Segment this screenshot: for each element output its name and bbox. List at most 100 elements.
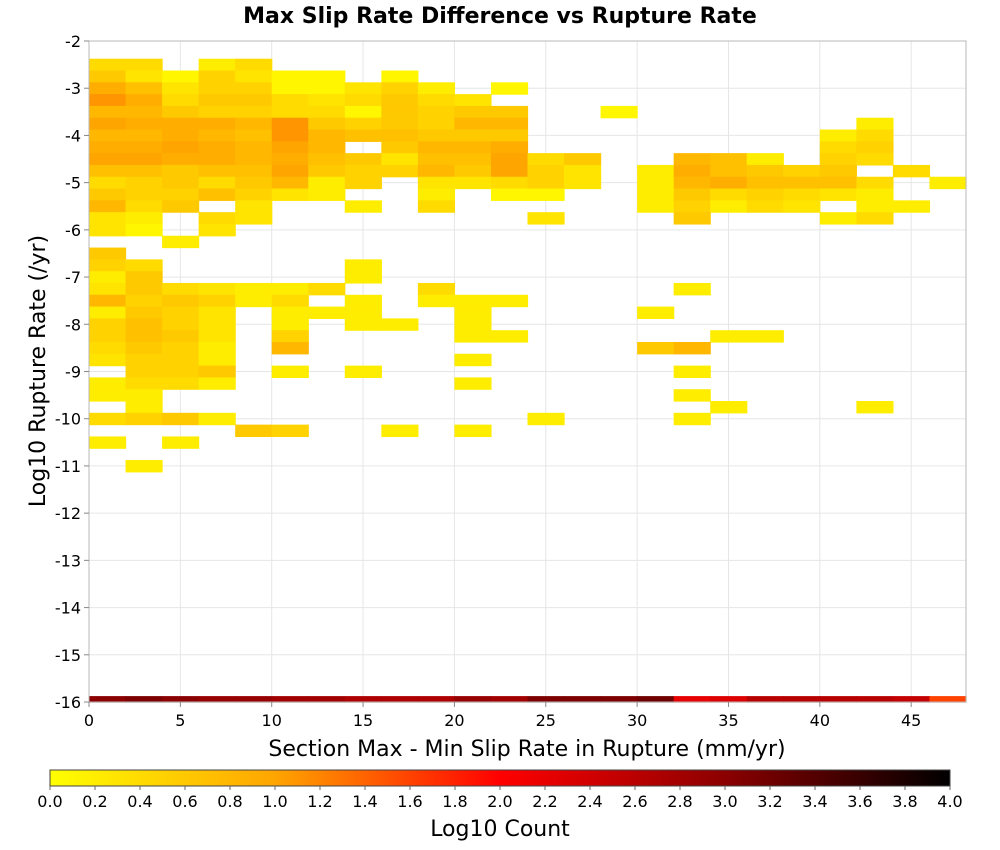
heatmap-cell-142 <box>710 176 748 190</box>
heatmap-cell-296 <box>527 696 565 703</box>
heatmap-cell-233 <box>89 330 127 343</box>
heatmap-cell-45 <box>490 105 529 119</box>
heatmap-cell-201 <box>235 282 273 296</box>
heatmap-cell-245 <box>198 341 236 355</box>
heatmap-cell-15 <box>198 82 236 95</box>
heatmap-cell-281 <box>89 436 127 449</box>
heatmap-cell-207 <box>125 294 163 308</box>
heatmap-cell-41 <box>344 105 382 119</box>
heatmap-cell-94 <box>344 153 382 166</box>
heatmap-cell-62 <box>162 129 200 142</box>
heatmap-cell-235 <box>162 330 200 343</box>
heatmap-cell-156 <box>490 188 529 201</box>
heatmap-cell-166 <box>125 200 163 213</box>
heatmap-cell-150 <box>162 188 200 201</box>
heatmap-cell-240 <box>710 330 748 343</box>
colorbar-tick-label-13: 2.6 <box>622 792 647 811</box>
heatmap-cell-37 <box>198 105 236 119</box>
heatmap-cell-289 <box>271 696 309 703</box>
heatmap-cell-86 <box>856 141 894 154</box>
colorbar-tick-label-18: 3.6 <box>847 792 872 811</box>
heatmap-cell-91 <box>235 153 273 166</box>
colorbar-tick-label-9: 1.8 <box>442 792 467 811</box>
x-tick-label-6: 30 <box>627 711 647 730</box>
heatmap-cell-35 <box>125 105 163 119</box>
x-tick-label-1: 5 <box>175 711 185 730</box>
y-tick-label-10: -12 <box>55 504 81 523</box>
heatmap-cell-157 <box>527 188 565 201</box>
heatmap-cell-33 <box>454 94 492 107</box>
heatmap-cell-39 <box>271 105 309 119</box>
heatmap-cell-194 <box>89 271 127 284</box>
heatmap-cell-106 <box>89 164 127 178</box>
heatmap-cell-303 <box>783 696 821 703</box>
colorbar-tick-label-12: 2.4 <box>577 792 602 811</box>
heatmap-cell-153 <box>271 188 309 201</box>
heatmap-cell-195 <box>125 271 163 284</box>
y-tick-label-8: -10 <box>55 410 81 429</box>
heatmap-cell-73 <box>856 129 894 142</box>
heatmap-cell-266 <box>125 389 163 402</box>
y-tick-label-5: -7 <box>65 268 81 287</box>
heatmap-cell-116 <box>454 164 492 178</box>
heatmap-cell-209 <box>198 294 236 308</box>
heatmap-cell-43 <box>417 105 456 119</box>
heatmap-cells <box>89 58 967 703</box>
heatmap-cell-5 <box>125 70 163 83</box>
heatmap-cell-61 <box>125 129 163 142</box>
heatmap-cell-78 <box>235 141 273 154</box>
heatmap-cell-297 <box>564 696 602 703</box>
heatmap-cell-254 <box>125 365 163 378</box>
heatmap-cell-186 <box>89 223 127 237</box>
heatmap-cell-293 <box>417 696 456 703</box>
heatmap-cell-159 <box>673 188 711 201</box>
heatmap-cell-249 <box>89 353 127 367</box>
heatmap-cell-202 <box>271 282 309 296</box>
heatmap-cell-169 <box>344 200 382 213</box>
heatmap-cell-262 <box>162 377 200 390</box>
heatmap-cell-301 <box>710 696 748 703</box>
heatmap-cell-247 <box>637 341 675 355</box>
x-tick-label-0: 0 <box>84 711 94 730</box>
x-tick-label-9: 45 <box>901 711 921 730</box>
heatmap-cell-26 <box>198 94 236 107</box>
heatmap-cell-128 <box>125 176 163 190</box>
heatmap-cell-238 <box>454 330 492 343</box>
heatmap-cell-25 <box>162 94 200 107</box>
heatmap-cell-152 <box>235 188 273 201</box>
heatmap-cell-0 <box>89 58 127 72</box>
heatmap-cell-10 <box>308 70 346 83</box>
heatmap-cell-229 <box>271 318 309 331</box>
heatmap-cell-175 <box>783 200 821 213</box>
heatmap-cell-261 <box>125 377 163 390</box>
heatmap-cell-228 <box>198 318 236 331</box>
colorbar-tick-label-11: 2.2 <box>532 792 557 811</box>
heatmap-cell-203 <box>308 282 346 296</box>
heatmap-cell-14 <box>162 82 200 95</box>
heatmap-cell-48 <box>125 117 163 131</box>
heatmap-cell-306 <box>892 696 931 703</box>
heatmap-cell-11 <box>381 70 419 83</box>
heatmap-cell-148 <box>89 188 127 201</box>
heatmap-cell-260 <box>89 377 127 390</box>
heatmap-cell-57 <box>454 117 492 131</box>
heatmap-cell-84 <box>490 141 529 154</box>
heatmap-cell-284 <box>89 696 127 703</box>
heatmap-cell-134 <box>344 176 382 190</box>
heatmap-cell-271 <box>89 412 127 426</box>
heatmap-cell-178 <box>89 212 127 225</box>
heatmap-cell-252 <box>198 353 236 367</box>
heatmap-cell-122 <box>710 164 748 178</box>
heatmap-cell-198 <box>125 282 163 296</box>
heatmap-cell-215 <box>490 294 529 308</box>
y-tick-label-13: -15 <box>55 646 81 665</box>
heatmap-cell-38 <box>235 105 273 119</box>
heatmap-cell-283 <box>125 460 163 473</box>
heatmap-cell-110 <box>235 164 273 178</box>
heatmap-cell-12 <box>89 82 127 95</box>
heatmap-cell-117 <box>490 164 529 178</box>
heatmap-cell-88 <box>125 153 163 166</box>
heatmap-cell-158 <box>637 188 675 201</box>
heatmap-cell-173 <box>710 200 748 213</box>
y-tick-label-12: -14 <box>55 599 81 618</box>
